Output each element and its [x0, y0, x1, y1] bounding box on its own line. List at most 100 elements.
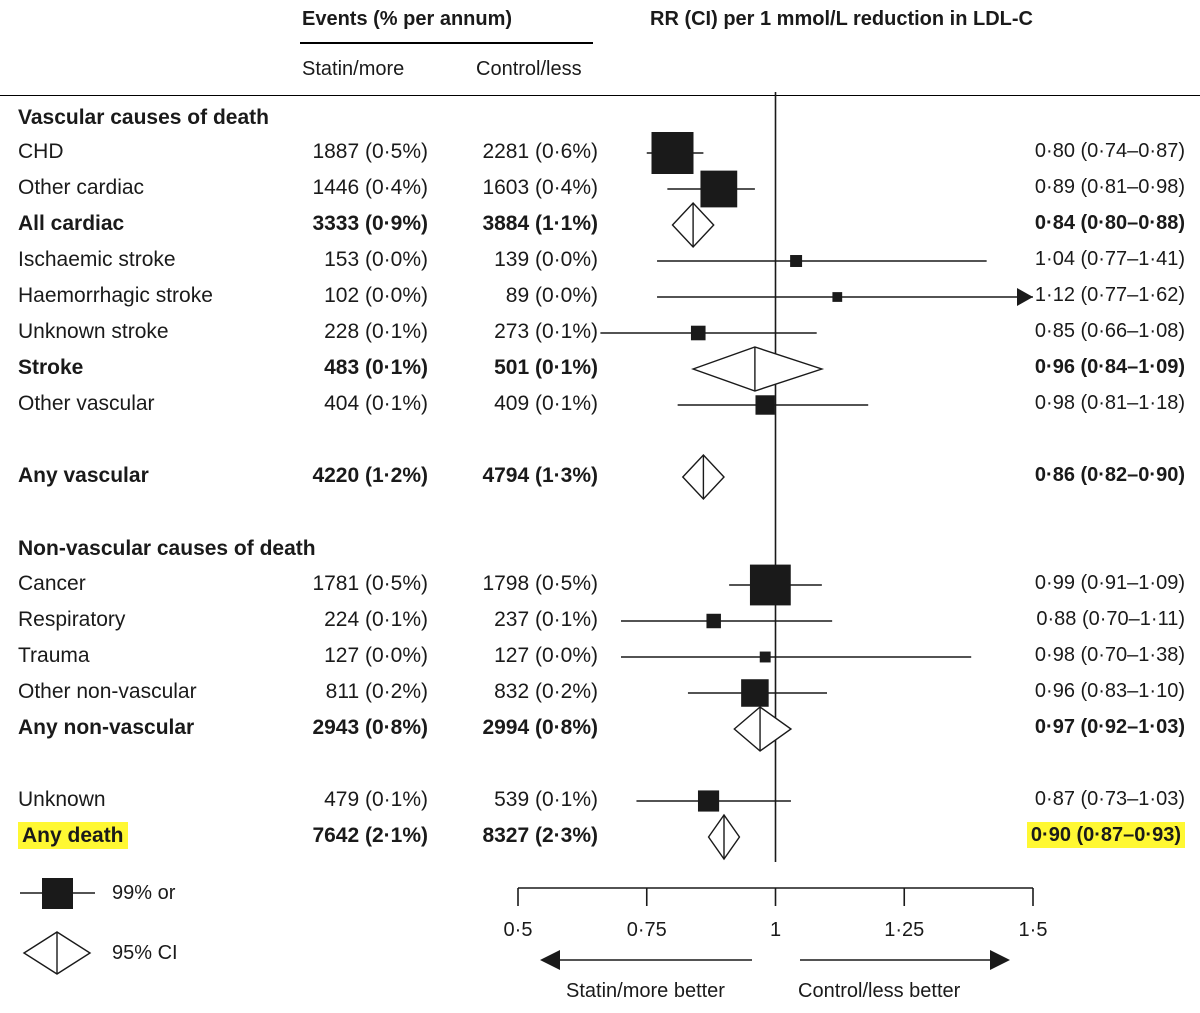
rr-value: 0·87 (0·73–1·03) [1034, 788, 1185, 810]
control-events: 127 (0·0%) [494, 644, 598, 667]
estimate-square [706, 613, 721, 629]
statin-events: 479 (0·1%) [324, 788, 428, 811]
row-label: Any non-vascular [18, 716, 195, 739]
statin-events: 127 (0·0%) [324, 644, 428, 667]
control-events: 1603 (0·4%) [482, 176, 598, 199]
row-label: Any vascular [18, 464, 149, 487]
rr-value: 0·96 (0·84–1·09) [1034, 356, 1185, 378]
rr-value: 0·99 (0·91–1·09) [1034, 572, 1185, 594]
control-events: 409 (0·1%) [494, 392, 598, 415]
axis-right-label: Control/less better [798, 980, 961, 1002]
row-label: Other cardiac [18, 176, 145, 199]
row-label: Respiratory [18, 608, 126, 631]
control-events: 832 (0·2%) [494, 680, 598, 703]
estimate-diamond [733, 706, 793, 752]
estimate-square [755, 395, 775, 415]
rr-value: 0·89 (0·81–0·98) [1034, 176, 1185, 198]
x-tick-label: 0·75 [627, 919, 667, 941]
ci-arrow [1017, 288, 1033, 306]
control-events: 539 (0·1%) [494, 788, 598, 811]
section-vascular: Vascular causes of death [18, 106, 269, 129]
row-label: Trauma [18, 644, 90, 667]
legend-diamond-label: 95% CI [112, 942, 178, 964]
events-header-rule [300, 42, 593, 44]
rr-value: 0·96 (0·83–1·10) [1034, 680, 1185, 702]
estimate-diamond [691, 346, 825, 392]
row-label: Any death [18, 822, 128, 849]
control-events: 8327 (2·3%) [482, 824, 598, 847]
highlighted-rr: 0·90 (0·87–0·93) [1026, 822, 1185, 848]
row-label: Unknown stroke [18, 320, 169, 343]
rr-value: 0·98 (0·70–1·38) [1034, 644, 1185, 666]
events-header: Events (% per annum) [302, 8, 513, 30]
control-events: 501 (0·1%) [494, 356, 598, 379]
statin-events: 7642 (2·1%) [312, 824, 428, 847]
statin-events: 1887 (0·5%) [312, 140, 428, 163]
row-label: Other non-vascular [18, 680, 197, 703]
estimate-square [651, 132, 694, 174]
control-events: 4794 (1·3%) [482, 464, 598, 487]
right-arrow-head [990, 950, 1010, 970]
legend-square-label: 99% or [112, 882, 176, 904]
statin-events: 404 (0·1%) [324, 392, 428, 415]
rr-value: 0·98 (0·81–1·18) [1034, 392, 1185, 414]
statin-events: 224 (0·1%) [324, 608, 428, 631]
section-nonvascular: Non-vascular causes of death [18, 537, 316, 560]
statin-column-header: Statin/more [302, 58, 405, 80]
statin-events: 1446 (0·4%) [312, 176, 428, 199]
rr-value: 0·85 (0·66–1·08) [1034, 320, 1185, 342]
estimate-square [700, 170, 738, 208]
control-events: 1798 (0·5%) [482, 572, 598, 595]
rr-value: 0·97 (0·92–1·03) [1034, 716, 1185, 738]
legend-square [42, 878, 73, 909]
estimate-square [697, 790, 720, 812]
row-label: Ischaemic stroke [18, 248, 176, 271]
estimate-square [741, 679, 769, 707]
x-tick-label: 0·5 [504, 919, 533, 941]
rr-value: 0·86 (0·82–0·90) [1034, 464, 1185, 486]
row-label: Cancer [18, 572, 86, 595]
estimate-square [790, 255, 803, 267]
statin-events: 153 (0·0%) [324, 248, 428, 271]
control-events: 139 (0·0%) [494, 248, 598, 271]
statin-events: 1781 (0·5%) [312, 572, 428, 595]
rr-value: 0·80 (0·74–0·87) [1034, 140, 1185, 162]
rr-value: 0·88 (0·70–1·11) [1036, 608, 1185, 630]
axis-left-label: Statin/more better [566, 980, 725, 1002]
x-tick-label: 1·25 [884, 919, 924, 941]
rr-value: 0·84 (0·80–0·88) [1034, 212, 1185, 234]
statin-events: 483 (0·1%) [324, 356, 428, 379]
rr-value: 0·90 (0·87–0·93) [1026, 822, 1185, 848]
control-events: 2994 (0·8%) [482, 716, 598, 739]
statin-events: 4220 (1·2%) [312, 464, 428, 487]
control-events: 89 (0·0%) [505, 284, 598, 307]
left-arrow-head [540, 950, 560, 970]
estimate-square [759, 651, 771, 663]
statin-events: 2943 (0·8%) [312, 716, 428, 739]
estimate-square [749, 564, 791, 606]
statin-events: 3333 (0·9%) [312, 212, 428, 235]
row-label: Haemorrhagic stroke [18, 284, 213, 307]
statin-events: 102 (0·0%) [324, 284, 428, 307]
row-label: Unknown [18, 788, 106, 811]
rr-value: 1·04 (0·77–1·41) [1034, 248, 1185, 270]
control-events: 237 (0·1%) [494, 608, 598, 631]
control-events: 273 (0·1%) [494, 320, 598, 343]
highlighted-label: Any death [18, 822, 128, 849]
x-tick-label: 1·5 [1019, 919, 1048, 941]
rr-value: 1·12 (0·77–1·62) [1034, 284, 1185, 306]
statin-events: 228 (0·1%) [324, 320, 428, 343]
x-tick-label: 1 [770, 919, 781, 941]
row-label: All cardiac [18, 212, 125, 235]
statin-events: 811 (0·2%) [325, 680, 428, 703]
estimate-square [690, 325, 706, 341]
control-events: 2281 (0·6%) [482, 140, 598, 163]
row-label: CHD [18, 140, 64, 163]
control-events: 3884 (1·1%) [482, 212, 598, 235]
row-label: Other vascular [18, 392, 155, 415]
row-label: Stroke [18, 356, 84, 379]
header-bottom-rule [0, 95, 1200, 96]
rr-header: RR (CI) per 1 mmol/L reduction in LDL-C [650, 8, 1033, 30]
estimate-square [832, 292, 843, 302]
